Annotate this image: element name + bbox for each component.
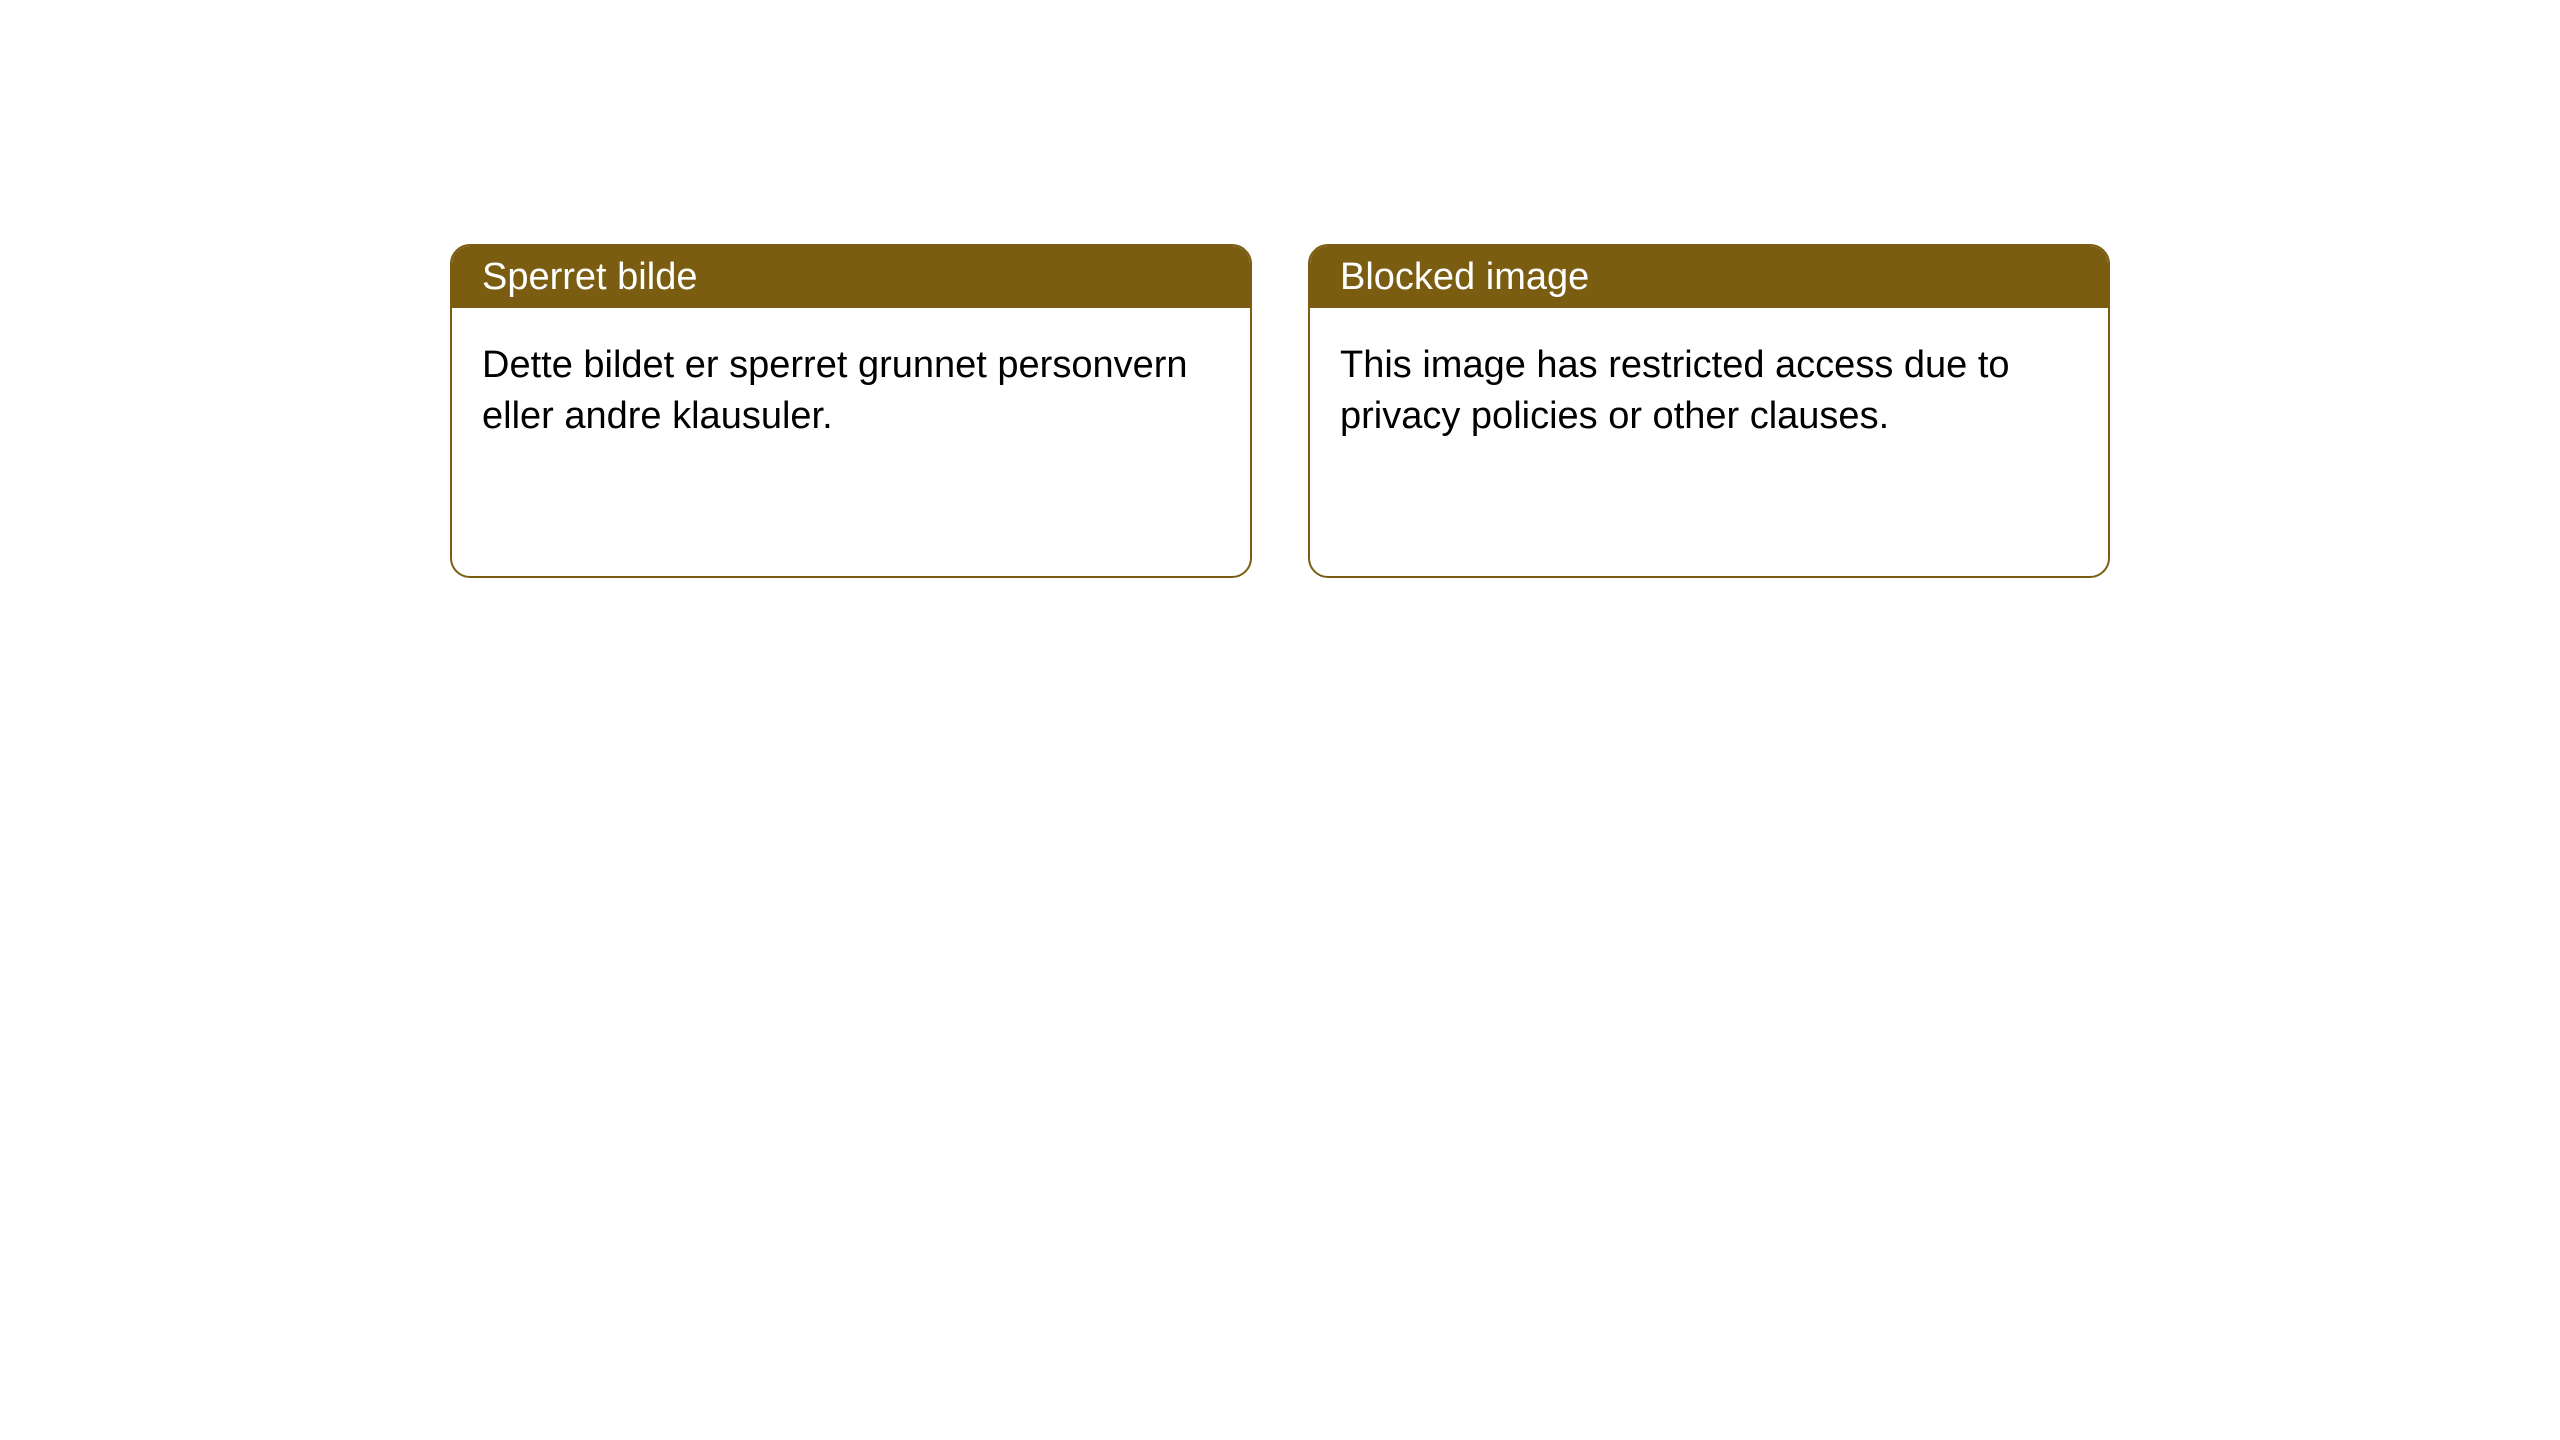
notice-title: Sperret bilde: [482, 256, 697, 299]
notice-title: Blocked image: [1340, 256, 1589, 299]
notice-body: This image has restricted access due to …: [1310, 308, 2108, 475]
notice-card-norwegian: Sperret bilde Dette bildet er sperret gr…: [450, 244, 1252, 578]
notice-body-text: This image has restricted access due to …: [1340, 344, 2010, 437]
notice-header: Blocked image: [1310, 246, 2108, 308]
notice-body-text: Dette bildet er sperret grunnet personve…: [482, 344, 1188, 437]
notice-card-english: Blocked image This image has restricted …: [1308, 244, 2110, 578]
notice-header: Sperret bilde: [452, 246, 1250, 308]
notice-container: Sperret bilde Dette bildet er sperret gr…: [0, 0, 2560, 578]
notice-body: Dette bildet er sperret grunnet personve…: [452, 308, 1250, 475]
